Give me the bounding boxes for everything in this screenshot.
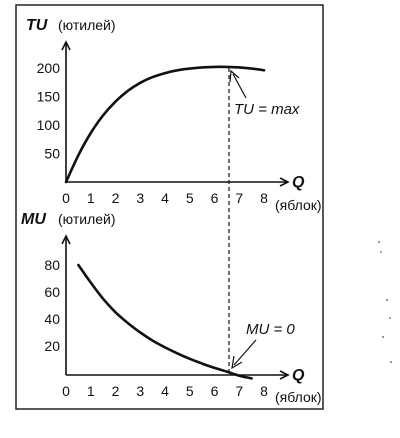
tu-max-arrow bbox=[232, 73, 247, 99]
mu-x-tick-label: 2 bbox=[112, 383, 120, 399]
tu-y-tick-label: 200 bbox=[37, 60, 61, 76]
tu-x-tick-label: 1 bbox=[87, 190, 95, 206]
mu-x-tick-label: 4 bbox=[161, 383, 169, 399]
tu-y-axis-unit: (ютилей) bbox=[58, 17, 116, 33]
mu-y-axis-unit: (ютилей) bbox=[58, 211, 116, 227]
tu-y-ticks: 50 100 150 200 bbox=[37, 60, 61, 162]
tu-x-tick-label: 6 bbox=[211, 190, 219, 206]
tu-max-arrowhead bbox=[229, 69, 240, 83]
mu-x-axis-arrowhead bbox=[279, 370, 290, 380]
mu-x-tick-label: 7 bbox=[235, 383, 243, 399]
mu-x-axis-unit: (яблок) bbox=[275, 389, 322, 405]
mu-y-tick-label: 60 bbox=[44, 284, 60, 300]
mu-zero-annotation: MU = 0 bbox=[246, 321, 295, 338]
tu-y-axis-arrowhead bbox=[61, 40, 71, 51]
mu-zero-arrow bbox=[233, 339, 257, 366]
tu-x-tick-label: 5 bbox=[186, 190, 194, 206]
mu-x-tick-label: 8 bbox=[260, 383, 268, 399]
tu-curve bbox=[64, 65, 266, 184]
tu-y-axis-title: TU (ютилей) bbox=[26, 17, 116, 34]
tu-y-axis-label: TU bbox=[26, 17, 48, 34]
tu-x-axis-label: Q bbox=[292, 174, 305, 191]
mu-y-tick-label: 80 bbox=[44, 257, 60, 273]
tu-x-tick-label: 2 bbox=[112, 190, 120, 206]
tu-y-tick-label: 100 bbox=[37, 117, 61, 133]
scan-specks bbox=[378, 241, 392, 363]
mu-x-tick-label: 5 bbox=[186, 383, 194, 399]
tu-x-tick-label: 3 bbox=[136, 190, 144, 206]
mu-x-axis-label: Q bbox=[292, 367, 305, 384]
mu-x-tick-label: 1 bbox=[87, 383, 95, 399]
mu-x-tick-label: 3 bbox=[136, 383, 144, 399]
tu-max-annotation: TU = max bbox=[234, 101, 300, 118]
tu-x-tick-label: 8 bbox=[260, 190, 268, 206]
mu-y-axis-label: MU bbox=[21, 211, 46, 228]
mu-x-tick-label: 0 bbox=[62, 383, 70, 399]
mu-y-tick-label: 40 bbox=[44, 311, 60, 327]
mu-x-tick-label: 6 bbox=[211, 383, 219, 399]
tu-x-tick-label: 7 bbox=[235, 190, 243, 206]
tu-x-tick-label: 0 bbox=[62, 190, 70, 206]
tu-x-axis-unit: (яблок) bbox=[275, 197, 322, 213]
mu-y-tick-label: 20 bbox=[44, 338, 60, 354]
mu-y-axis-title: MU (ютилей) bbox=[21, 211, 116, 228]
mu-y-axis-arrowhead bbox=[61, 234, 71, 245]
tu-x-tick-label: 4 bbox=[161, 190, 169, 206]
figure-frame bbox=[15, 4, 324, 410]
tu-x-axis-arrowhead bbox=[279, 177, 290, 187]
mu-curve bbox=[77, 263, 253, 380]
tu-y-tick-label: 50 bbox=[44, 146, 60, 162]
tu-y-tick-label: 150 bbox=[37, 89, 61, 105]
mu-zero-arrowhead bbox=[231, 355, 243, 370]
mu-y-ticks: 20 40 60 80 bbox=[44, 257, 60, 354]
